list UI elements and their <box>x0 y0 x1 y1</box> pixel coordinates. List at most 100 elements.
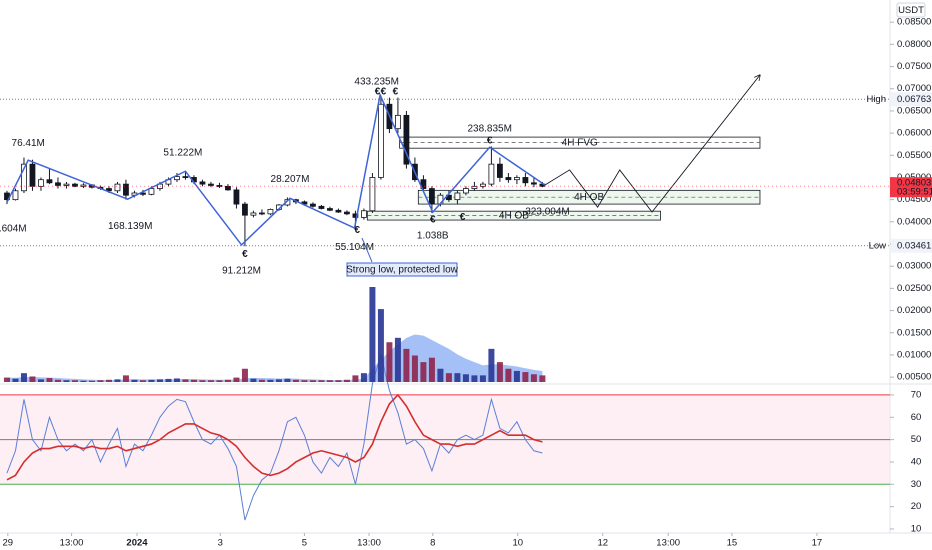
volume-annotation: 168.139M <box>108 221 152 232</box>
reference-value: 0.03461 <box>897 240 931 251</box>
volume-bar <box>241 368 248 382</box>
volume-average-area <box>6 334 543 382</box>
volume-bar <box>530 374 537 382</box>
volume-bar <box>29 376 36 382</box>
callout-box <box>346 262 458 277</box>
swing-marker: € <box>375 86 381 97</box>
volume-bar <box>207 380 214 382</box>
candle-body <box>344 211 350 215</box>
candle-body <box>530 182 537 185</box>
candle-body <box>378 103 384 178</box>
candle-body <box>395 114 401 130</box>
volume-bar <box>369 287 376 382</box>
volume-bar <box>343 379 350 382</box>
candle-body <box>488 163 495 185</box>
rsi-tick-label: 10 <box>911 523 922 534</box>
x-tick-label: 3 <box>218 538 223 549</box>
candle-body <box>403 114 410 165</box>
rsi-tick-label: 20 <box>911 501 922 512</box>
rsi-tick-label: 50 <box>911 434 922 445</box>
countdown: 03:59:51 <box>897 187 932 198</box>
candle-body <box>522 177 529 184</box>
candle-body <box>429 188 435 205</box>
candle-body <box>208 183 214 186</box>
volume-bar <box>97 380 104 382</box>
y-tick-label: 0.01000 <box>897 349 931 360</box>
currency: USDT <box>898 5 924 16</box>
candle-body <box>216 185 223 187</box>
volume-bar <box>80 380 87 382</box>
rsi-line <box>6 352 543 521</box>
volume-bar <box>318 380 325 382</box>
volume-annotation: 91.212M <box>222 266 261 277</box>
price-axis-bg <box>890 0 932 550</box>
volume-bar <box>12 378 19 382</box>
candle-body <box>267 209 274 215</box>
volume-bar <box>114 379 121 382</box>
volume-bar <box>292 379 299 382</box>
volume-bar <box>496 362 503 382</box>
volume-bar <box>216 380 223 382</box>
y-tick-label: 0.07500 <box>897 61 931 72</box>
candle-body <box>225 185 231 191</box>
volume-bar <box>394 337 401 382</box>
volume-bar <box>377 309 384 382</box>
zone-label: 4H OB <box>574 192 604 203</box>
volume-bar <box>224 379 231 382</box>
candle-body <box>463 188 469 194</box>
reference-value: 0.06763 <box>897 94 931 105</box>
volume-bar <box>258 379 265 382</box>
candle-body <box>369 177 376 212</box>
candle-body <box>505 177 512 181</box>
y-tick-label: 0.04000 <box>897 216 931 227</box>
rsi-tick-label: 60 <box>911 412 922 423</box>
volume-bar <box>335 380 342 382</box>
callout: Strong low, protected low <box>346 265 459 276</box>
volume-annotation: 76.41M <box>12 138 45 149</box>
volume-bar <box>522 372 529 382</box>
volume-bar <box>131 379 138 382</box>
volume-bar <box>46 378 53 382</box>
y-tick-label: 0.01500 <box>897 327 931 338</box>
volume-bar <box>360 373 367 382</box>
swing-marker: € <box>430 214 436 225</box>
swing-marker: € <box>381 86 387 97</box>
volume-annotation: 28.207M <box>271 174 310 185</box>
volume-annotation: 323.004M <box>525 207 569 218</box>
y-tick-label: 0.08500 <box>897 17 931 28</box>
volume-bar <box>386 342 393 382</box>
swing-marker: € <box>460 212 466 223</box>
y-tick-label: 0.05500 <box>897 150 931 161</box>
x-tick-label: 29 <box>3 538 14 549</box>
candle-body <box>114 183 121 192</box>
candle-body <box>38 179 44 187</box>
volume-bar <box>182 379 189 382</box>
candle-body <box>55 182 61 186</box>
candle-body <box>63 183 70 186</box>
volume-annotation: 55.104M <box>335 242 374 253</box>
reference-label: High <box>866 94 886 105</box>
x-tick-label: 2024 <box>126 538 148 549</box>
y-tick-label: 0.02000 <box>897 305 931 316</box>
volume-bar <box>471 375 478 382</box>
x-tick-label: 12 <box>597 538 608 549</box>
currency-box <box>896 2 926 18</box>
volume-bar <box>428 357 435 382</box>
volume-bar <box>105 379 112 382</box>
y-tick-label: 0.08000 <box>897 39 931 50</box>
swing-marker: € <box>354 225 360 236</box>
candle-body <box>301 201 308 205</box>
candle-body <box>327 208 333 211</box>
y-tick-label: 0.07000 <box>897 83 931 94</box>
y-tick-label: 0.00500 <box>897 372 931 383</box>
volume-bar <box>309 380 316 382</box>
y-tick-label: 0.06500 <box>897 105 931 116</box>
candle-body <box>310 203 316 207</box>
rsi-average-line <box>6 393 543 481</box>
candle-body <box>497 163 503 178</box>
projection-line <box>544 75 760 213</box>
volume-bar <box>54 379 61 382</box>
candle-body <box>361 210 367 218</box>
volume-bar <box>88 380 95 382</box>
